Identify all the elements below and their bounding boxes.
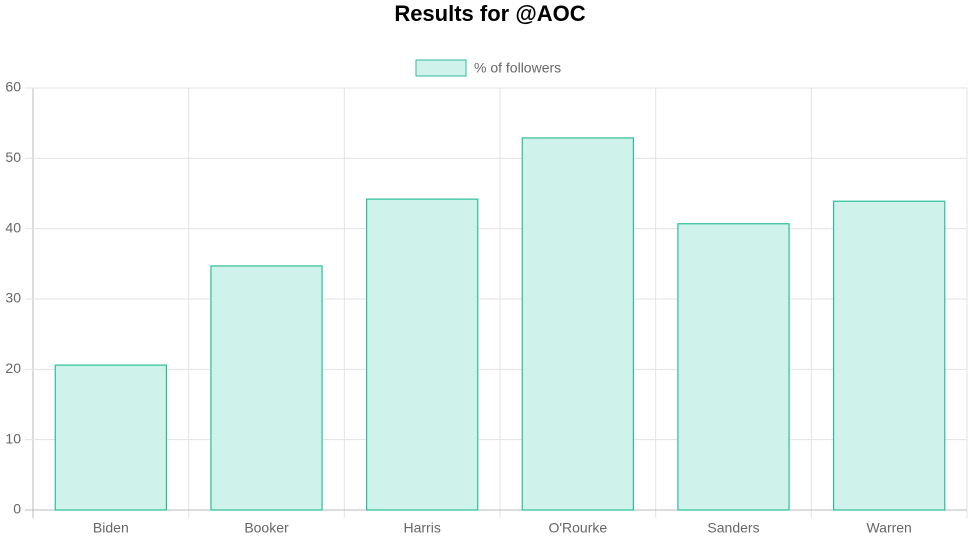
bar [521, 137, 635, 511]
x-tick-label: Warren [866, 520, 911, 536]
x-tick-label: Harris [403, 520, 440, 536]
bar [54, 364, 168, 511]
y-tick-label: 10 [5, 430, 21, 446]
x-tick-label: Booker [244, 520, 289, 536]
x-tick-label: Sanders [707, 520, 759, 536]
x-tick-label: O'Rourke [548, 520, 607, 536]
bar [677, 223, 790, 511]
legend-swatch [415, 59, 467, 77]
bar [832, 200, 946, 511]
x-tick-label: Biden [93, 520, 129, 536]
y-tick-label: 0 [13, 501, 21, 517]
y-tick-label: 30 [5, 290, 21, 306]
bar [365, 198, 479, 511]
y-tick-label: 20 [5, 360, 21, 376]
chart-title: Results for @AOC [394, 1, 585, 26]
legend-label: % of followers [474, 60, 561, 76]
y-tick-label: 40 [5, 219, 21, 235]
y-tick-label: 50 [5, 149, 21, 165]
y-tick-label: 60 [5, 79, 21, 95]
bar [210, 265, 323, 511]
